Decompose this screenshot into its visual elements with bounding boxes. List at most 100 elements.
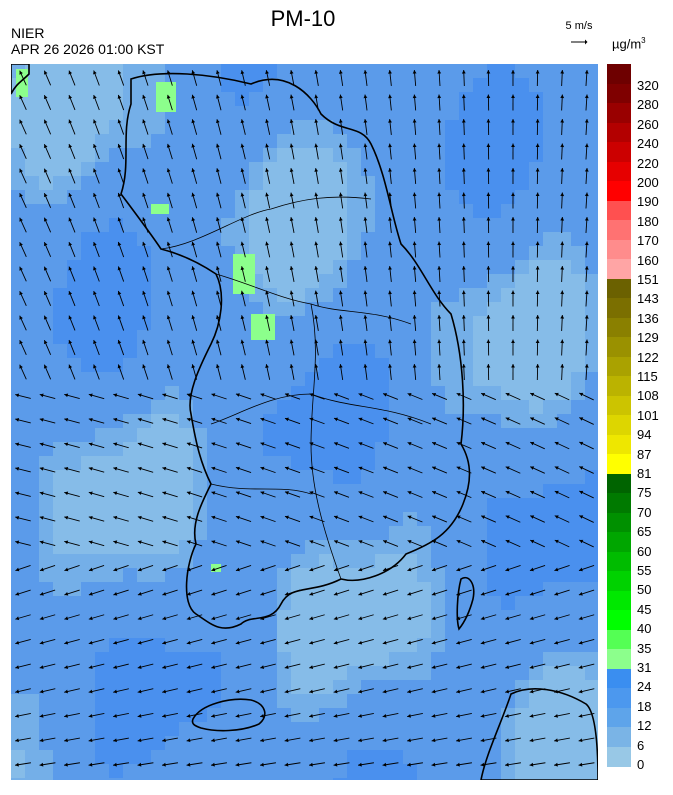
- wind-arrow: [333, 540, 350, 547]
- concentration-cell: [515, 302, 529, 316]
- concentration-cell: [291, 610, 305, 624]
- concentration-cell: [137, 666, 151, 680]
- wind-arrow: [284, 515, 301, 523]
- concentration-cell: [543, 736, 557, 750]
- wind-arrow: [554, 515, 570, 523]
- wind-arrow: [265, 217, 271, 233]
- concentration-cell: [543, 358, 557, 372]
- concentration-cell: [95, 358, 109, 372]
- legend-swatch: [607, 688, 631, 709]
- legend-label: 0: [637, 757, 645, 772]
- wind-arrow: [412, 118, 417, 136]
- concentration-cell: [137, 316, 151, 330]
- wind-arrow: [456, 417, 472, 425]
- concentration-cell: [291, 218, 305, 232]
- wind-arrow: [363, 266, 368, 282]
- wind-arrow: [240, 290, 246, 307]
- concentration-cell: [263, 176, 277, 190]
- concentration-cell: [235, 190, 249, 204]
- concentration-cell: [543, 400, 557, 414]
- concentration-cell: [137, 694, 151, 708]
- concentration-cell: [361, 554, 375, 568]
- concentration-cell: [95, 316, 109, 330]
- concentration-cell: [347, 232, 361, 246]
- concentration-cell: [389, 666, 403, 680]
- concentration-cell: [375, 750, 389, 764]
- concentration-cell: [543, 316, 557, 330]
- concentration-cell: [39, 470, 53, 484]
- wind-arrow: [284, 614, 301, 621]
- concentration-cell: [473, 204, 487, 218]
- concentration-cell: [319, 260, 333, 274]
- legend-swatch: [607, 142, 631, 163]
- wind-arrow: [162, 614, 178, 621]
- concentration-cell: [571, 694, 585, 708]
- wind-arrow: [560, 167, 565, 185]
- concentration-cell: [515, 92, 529, 106]
- legend-swatch: [607, 356, 631, 377]
- wind-arrow: [314, 168, 319, 184]
- wind-arrow: [584, 192, 589, 209]
- concentration-cell: [67, 442, 81, 456]
- concentration-cell: [123, 470, 137, 484]
- concentration-cell: [25, 722, 39, 736]
- wind-arrow: [64, 564, 80, 572]
- concentration-cell: [571, 386, 585, 400]
- wind-arrow: [578, 564, 595, 572]
- concentration-cell: [347, 554, 361, 568]
- legend-label: 45: [637, 601, 652, 617]
- concentration-cell: [529, 344, 543, 358]
- concentration-cell: [403, 554, 417, 568]
- wind-arrow: [456, 490, 472, 499]
- concentration-cell: [25, 190, 39, 204]
- concentration-cell: [557, 778, 571, 780]
- wind-arrow: [456, 539, 472, 548]
- wind-arrow: [309, 515, 325, 523]
- wind-arrow: [166, 168, 173, 184]
- concentration-cell: [347, 680, 361, 694]
- wind-arrow: [15, 467, 31, 473]
- wind-arrow: [511, 339, 515, 356]
- wind-arrow: [235, 491, 252, 498]
- concentration-cell: [557, 526, 571, 540]
- wind-arrow: [166, 315, 173, 331]
- wind-arrow: [505, 638, 521, 645]
- wind-arrow: [431, 762, 448, 767]
- concentration-cell: [277, 246, 291, 260]
- wind-arrow: [142, 119, 149, 135]
- wind-arrow: [461, 265, 466, 283]
- wind-arrow: [260, 393, 276, 400]
- wind-arrow: [456, 515, 472, 523]
- concentration-cell: [109, 638, 123, 652]
- concentration-cell: [585, 694, 598, 708]
- pm10-map[interactable]: [11, 64, 598, 780]
- concentration-cell: [585, 344, 598, 358]
- concentration-cell: [291, 274, 305, 288]
- wind-arrow: [15, 737, 31, 743]
- concentration-cell: [291, 652, 305, 666]
- wind-arrow: [461, 241, 466, 258]
- concentration-cell: [123, 666, 137, 680]
- wind-arrow: [388, 290, 392, 307]
- concentration-cell: [319, 176, 333, 190]
- legend-swatch: [607, 649, 631, 670]
- concentration-cell: [123, 652, 137, 666]
- concentration-cell: [459, 386, 473, 400]
- wind-arrow: [314, 143, 319, 160]
- concentration-cell: [585, 274, 598, 288]
- concentration-cell: [81, 64, 95, 78]
- concentration-cell: [11, 176, 25, 190]
- concentration-cell: [137, 120, 151, 134]
- wind-arrow: [461, 118, 466, 136]
- concentration-cell: [529, 302, 543, 316]
- wind-arrow: [265, 192, 271, 209]
- concentration-cell: [109, 750, 123, 764]
- concentration-cell: [277, 624, 291, 638]
- concentration-cell: [319, 610, 333, 624]
- concentration-cell: [53, 582, 67, 596]
- concentration-cell: [487, 400, 501, 414]
- wind-arrow: [309, 540, 325, 547]
- concentration-cell: [53, 470, 67, 484]
- concentration-cell: [25, 148, 39, 162]
- wind-arrow: [407, 589, 423, 596]
